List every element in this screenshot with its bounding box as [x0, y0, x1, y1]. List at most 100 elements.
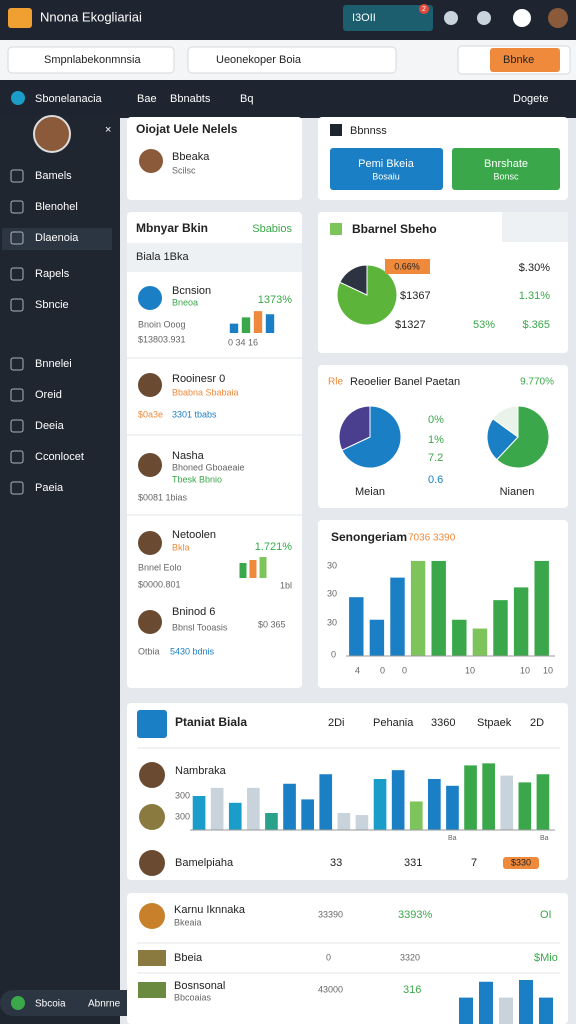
nav-icon	[10, 200, 24, 214]
icon[interactable]	[477, 11, 491, 25]
pie-slice	[339, 264, 368, 296]
card-sub: Biala 1Bka	[136, 251, 189, 263]
nav-tab[interactable]: Bq	[240, 93, 253, 105]
bar	[428, 779, 441, 830]
stat: $.365	[522, 319, 550, 331]
person-sub: Scilsc	[172, 165, 196, 175]
sidebar-item[interactable]: Dlaenoia	[35, 232, 79, 244]
card-title: Oiojat Uele Nelels	[136, 122, 238, 136]
nav-right[interactable]: Dogete	[513, 93, 548, 105]
pie-chart	[486, 405, 550, 469]
item-value: 1373%	[258, 294, 292, 306]
button-label: Pemi Bkeia	[358, 158, 415, 170]
bar	[259, 557, 267, 578]
nav-tab[interactable]: Bae	[137, 93, 157, 105]
item-amount: $0a3e	[138, 409, 163, 419]
nav-bar	[0, 80, 576, 118]
bar	[265, 813, 278, 830]
pie-label: 1%	[428, 434, 444, 446]
person-name: Bbeaka	[172, 151, 210, 163]
card-corner	[502, 212, 568, 242]
action-button[interactable]	[330, 148, 443, 190]
pie-slice	[341, 405, 402, 469]
bar	[519, 980, 533, 1024]
tag	[385, 259, 430, 274]
pie-label: 7.2	[428, 452, 443, 464]
icon[interactable]	[444, 11, 458, 25]
search-input[interactable]	[187, 46, 397, 74]
sidebar-item[interactable]: Bamels	[35, 170, 72, 182]
table-card	[127, 893, 568, 1024]
bar	[431, 560, 446, 656]
sidebar-item[interactable]: Paeia	[35, 482, 64, 494]
sidebar-item[interactable]: Deeia	[35, 420, 65, 432]
icon[interactable]	[513, 9, 531, 27]
item-desc: Bnnel Eolo	[138, 562, 182, 572]
x-label: 0	[380, 665, 385, 675]
card-link[interactable]: Sbabios	[252, 223, 292, 235]
search-left: Smpnlabekonmnsia	[44, 54, 141, 66]
cell: Bbeia	[174, 952, 203, 964]
sidebar-items: Bamels Blenohel Dlaenoia Rapels Sbncie Bnnele…	[10, 169, 84, 495]
cell: 316	[403, 984, 421, 996]
search-input[interactable]	[7, 46, 175, 74]
sidebar-item[interactable]: Blenohel	[35, 201, 78, 213]
avatar	[139, 149, 163, 173]
close-icon[interactable]: ×	[105, 124, 111, 136]
bar	[319, 774, 333, 830]
sidebar-item[interactable]: Bnnelei	[35, 358, 72, 370]
sidebar-avatar	[33, 115, 71, 153]
card-icon	[137, 710, 167, 738]
sub-band	[127, 243, 302, 272]
x-label: 10	[543, 665, 553, 675]
nav-tab[interactable]: Bbnabts	[170, 93, 211, 105]
pie-slice	[338, 405, 371, 451]
column: 3360	[431, 717, 455, 729]
item-value: 1.721%	[255, 541, 293, 553]
bar	[247, 787, 260, 830]
button-sub: Bosaiu	[372, 171, 400, 181]
cell: 3320	[400, 952, 420, 962]
pie-card	[318, 365, 568, 508]
search-button[interactable]	[490, 48, 560, 72]
bar	[410, 560, 426, 656]
sidebar-item[interactable]: Cconlocet	[35, 451, 84, 463]
bar	[301, 799, 314, 830]
column: Pehania	[373, 717, 414, 729]
thumb	[138, 982, 166, 998]
x-label: 4	[355, 665, 360, 675]
sidebar-item[interactable]: Oreid	[35, 389, 62, 401]
item-value: $0 365	[258, 619, 286, 629]
bar	[337, 813, 351, 830]
nav-icon	[10, 388, 24, 402]
sidebar-item[interactable]: Rapels	[35, 268, 70, 280]
badge-text: I3OII	[352, 12, 376, 24]
item-desc: Bbnsl Tooasis	[172, 622, 228, 632]
pie-label: 0%	[428, 414, 444, 426]
y-label: 30	[327, 560, 337, 570]
row-tag	[503, 857, 539, 869]
nav-title: Sbonelanacia	[35, 93, 103, 105]
column: 2D	[530, 717, 544, 729]
avatar	[138, 373, 162, 397]
card-value: 9.770%	[520, 377, 554, 388]
cell: 43000	[318, 984, 343, 994]
bar	[192, 796, 206, 830]
button-sub: Bonsc	[493, 171, 519, 181]
action-button[interactable]	[452, 148, 560, 190]
badge-dot	[419, 4, 429, 14]
bar	[283, 783, 296, 830]
avatar[interactable]	[548, 8, 568, 28]
item-meta: 3301 tbabs	[172, 409, 217, 419]
sidebar-footer: Sbcoia	[35, 999, 66, 1010]
bar	[391, 770, 405, 830]
bar	[373, 779, 387, 830]
item-name: Netoolen	[172, 529, 216, 541]
profile-card	[127, 117, 302, 200]
sidebar-item[interactable]: Sbncie	[35, 299, 69, 311]
card-title: Bbnnss	[350, 125, 387, 137]
nav-icon	[10, 419, 24, 433]
x-label: Ba	[448, 835, 457, 842]
badge[interactable]	[343, 5, 433, 31]
card-title: Ptaniat Biala	[175, 715, 247, 729]
